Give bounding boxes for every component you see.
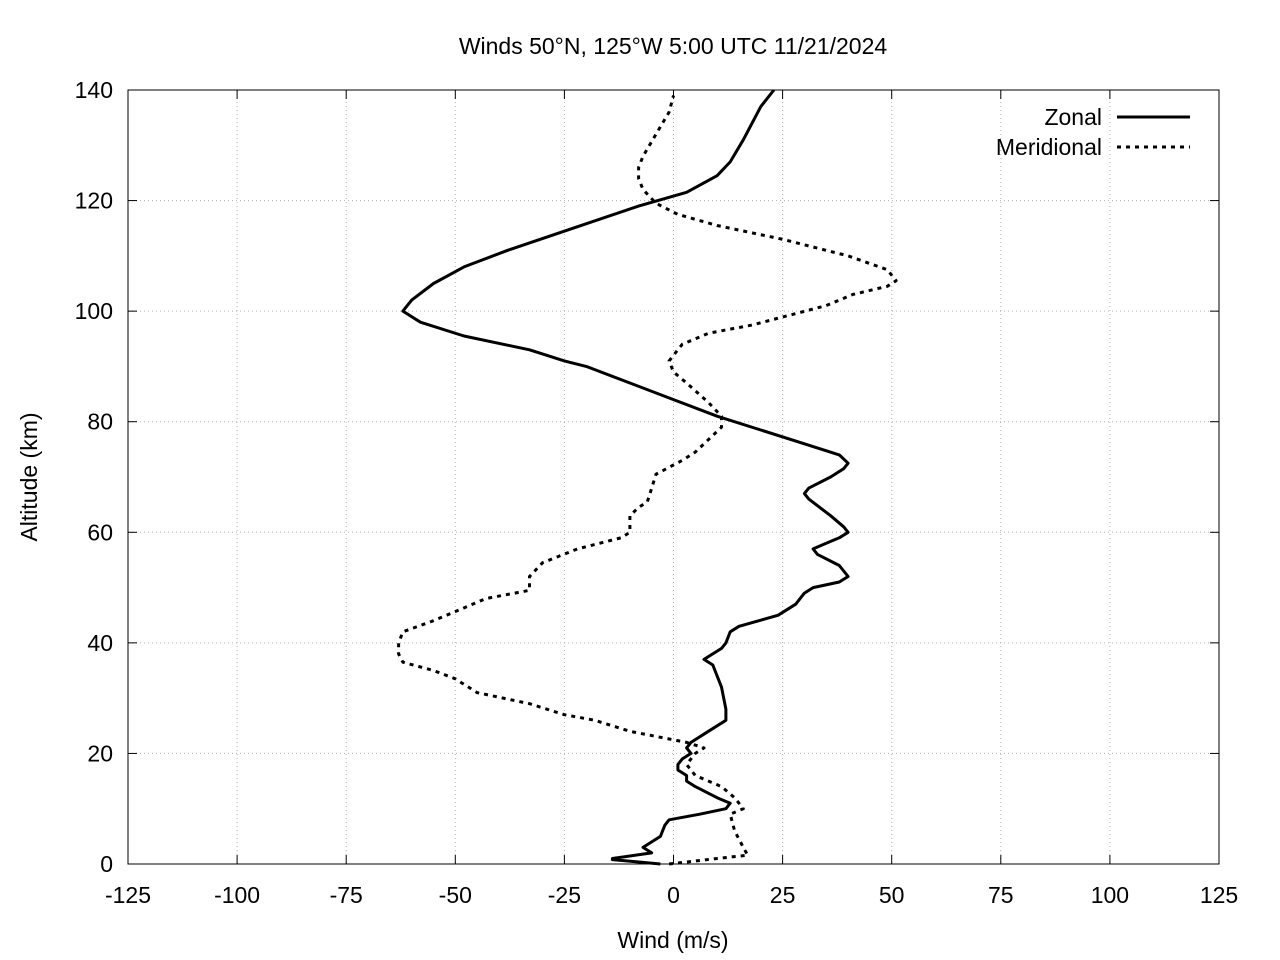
x-tick-label: -125 bbox=[105, 882, 151, 908]
y-tick-label: 100 bbox=[75, 298, 113, 324]
series-line-meridional bbox=[397, 95, 898, 866]
legend-label-meridional: Meridional bbox=[996, 134, 1102, 160]
x-tick-label: -25 bbox=[548, 882, 581, 908]
x-tick-label: -50 bbox=[439, 882, 472, 908]
x-tick-label: 0 bbox=[667, 882, 680, 908]
legend: Zonal Meridional bbox=[996, 104, 1190, 160]
series-line-zonal bbox=[401, 89, 850, 866]
y-tick-label: 60 bbox=[87, 519, 113, 545]
y-tick-label: 20 bbox=[87, 740, 113, 766]
x-tick-label: -100 bbox=[214, 882, 260, 908]
chart-title: Winds 50°N, 125°W 5:00 UTC 11/21/2024 bbox=[459, 33, 888, 59]
y-axis-label: Altitude (km) bbox=[16, 412, 42, 541]
x-tick-label: 25 bbox=[770, 882, 796, 908]
y-tick-label: 80 bbox=[87, 409, 113, 435]
x-tick-label: -75 bbox=[330, 882, 363, 908]
x-tick-label: 100 bbox=[1091, 882, 1129, 908]
x-tick-label: 125 bbox=[1200, 882, 1238, 908]
legend-label-zonal: Zonal bbox=[1044, 104, 1102, 130]
y-tick-label: 120 bbox=[75, 188, 113, 214]
y-tick-label: 140 bbox=[75, 77, 113, 103]
x-tick-label: 75 bbox=[988, 882, 1014, 908]
series-lines bbox=[397, 89, 898, 866]
axis-ticks: -125 -100 -75 -50 -25 0 25 50 75 100 125 0 20 40 60 80 1… bbox=[75, 77, 1239, 908]
grid-lines bbox=[128, 90, 1219, 864]
y-tick-label: 0 bbox=[100, 851, 113, 877]
x-tick-label: 50 bbox=[879, 882, 905, 908]
y-tick-label: 40 bbox=[87, 630, 113, 656]
x-axis-label: Wind (m/s) bbox=[617, 927, 728, 953]
